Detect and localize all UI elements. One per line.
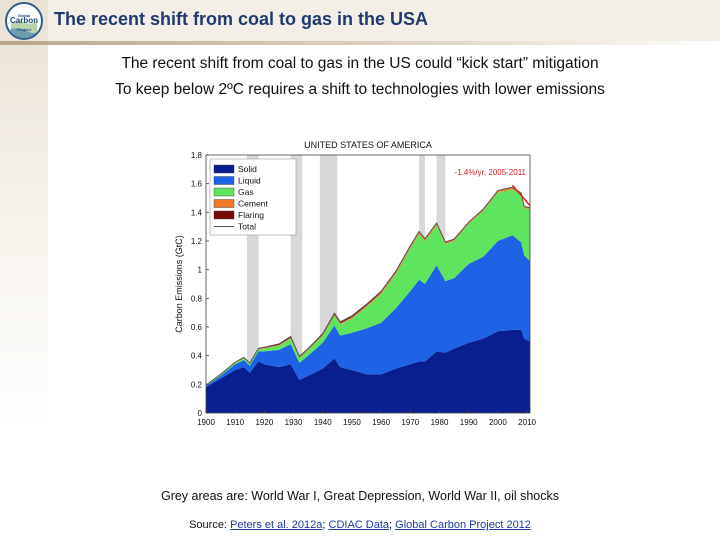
subtitle-line-1: The recent shift from coal to gas in the… <box>121 55 599 72</box>
x-tick-label: 1960 <box>372 418 390 427</box>
series-area-gas <box>206 189 530 386</box>
left-decorative-strip <box>0 0 48 540</box>
header-divider <box>0 41 720 45</box>
source-link-cdiac[interactable]: CDIAC Data <box>328 519 390 531</box>
x-tick-label: 1920 <box>255 418 273 427</box>
x-tick-label: 1910 <box>226 418 244 427</box>
source-line: Source: Peters et al. 2012a; CDIAC Data;… <box>0 519 720 531</box>
source-link-gcp[interactable]: Global Carbon Project 2012 <box>395 519 531 531</box>
y-tick-label: 1.4 <box>191 208 203 217</box>
y-tick-label: 0.8 <box>191 294 203 303</box>
legend-label-total: Total <box>238 222 256 232</box>
source-prefix: Source: <box>189 519 231 531</box>
logo-text-project: Project <box>17 27 31 32</box>
x-tick-label: 1990 <box>460 418 478 427</box>
y-tick-label: 1.6 <box>191 180 203 189</box>
legend-swatch-flaring <box>213 210 235 220</box>
y-tick-label: 0.6 <box>191 323 203 332</box>
y-axis-label: Carbon Emissions (GtC) <box>174 235 184 333</box>
grey-areas-caption: Grey areas are: World War I, Great Depre… <box>160 489 560 503</box>
legend-label-liquid: Liquid <box>238 176 261 186</box>
global-carbon-project-logo: Global Carbon Project <box>5 2 43 40</box>
y-tick-label: 0.4 <box>191 352 203 361</box>
trend-annotation: -1.4%/yr, 2005-2011 <box>455 168 527 177</box>
plot-frame <box>205 154 531 414</box>
slide-title: The recent shift from coal to gas in the… <box>54 9 429 29</box>
x-tick-label: 1980 <box>431 418 449 427</box>
x-tick-label: 1900 <box>197 418 215 427</box>
y-tick-label: 1 <box>198 266 203 275</box>
x-tick-label: 1940 <box>314 418 332 427</box>
legend-label-gas: Gas <box>238 187 254 197</box>
series-area-solid <box>206 329 530 413</box>
globe-icon <box>9 20 41 38</box>
chart-title: UNITED STATES OF AMERICA <box>304 140 432 150</box>
stacked-areas <box>206 187 530 413</box>
y-tick-label: 1.2 <box>191 237 203 246</box>
x-tick-label: 2000 <box>489 418 507 427</box>
trend-line <box>511 184 531 207</box>
logo-text-global: Global <box>17 13 31 18</box>
y-tick-label: 0 <box>198 409 203 418</box>
y-tick-label: 0.2 <box>191 380 203 389</box>
y-axis-ticks: 0 0.2 0.4 0.6 0.8 1 1.2 1.4 1.6 1.8 <box>191 151 209 418</box>
legend-label-flaring: Flaring <box>238 210 264 220</box>
legend-label-cement: Cement <box>238 199 268 209</box>
legend-swatch-liquid <box>213 176 235 185</box>
source-separator: ; <box>322 519 329 531</box>
series-line-total <box>205 186 531 386</box>
legend-swatch-gas <box>213 187 235 197</box>
series-area-liquid <box>206 235 530 388</box>
source-separator: ; <box>389 519 396 531</box>
source-link-peters[interactable]: Peters et al. 2012a <box>230 519 323 531</box>
x-tick-label: 1950 <box>343 418 361 427</box>
x-axis-ticks: 1900 1910 1920 1930 1940 1950 1960 1970 1980 1990… <box>197 410 537 427</box>
shaded-period <box>290 155 303 413</box>
emissions-chart: -1.4%/yr, 2005-2011 0 0.2 0.4 0.6 0.8 1 1.2 1.4… <box>172 133 552 433</box>
x-tick-label: 2010 <box>518 418 536 427</box>
x-tick-label: 1930 <box>285 418 303 427</box>
logo-text-carbon: Carbon <box>10 16 38 25</box>
header-bar <box>0 0 720 41</box>
x-tick-label: 1970 <box>401 418 419 427</box>
legend-swatch-cement <box>213 199 235 208</box>
shaded-period <box>246 155 259 413</box>
subtitle-line-2: To keep below 2ºC requires a shift to te… <box>115 81 605 98</box>
legend-label-solid: Solid <box>238 164 257 174</box>
legend-swatch-solid <box>213 164 235 174</box>
y-tick-label: 1.8 <box>191 151 203 160</box>
